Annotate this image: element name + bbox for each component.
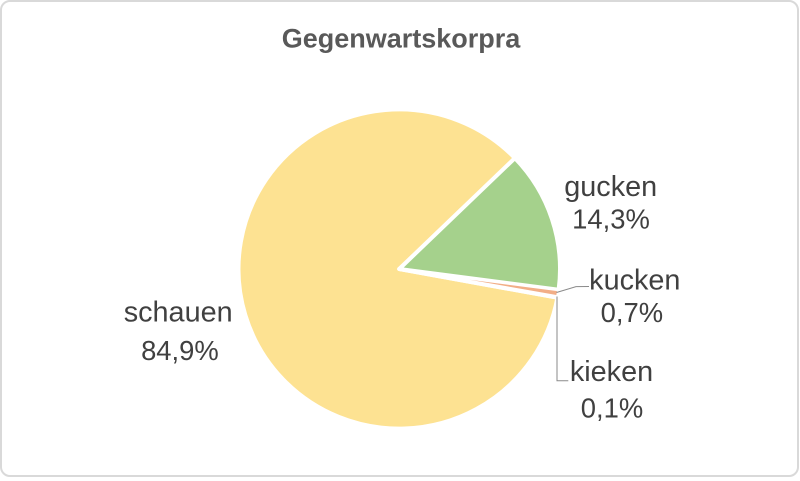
svg-text:gucken: gucken [564,171,657,203]
svg-text:0,7%: 0,7% [601,297,663,328]
svg-text:schauen: schauen [124,297,233,329]
svg-text:kucken: kucken [589,265,680,297]
svg-text:0,1%: 0,1% [581,393,643,424]
svg-text:Gegenwartskorpra: Gegenwartskorpra [282,24,522,54]
svg-text:84,9%: 84,9% [141,335,219,366]
svg-text:kieken: kieken [570,356,653,388]
svg-text:14,3%: 14,3% [572,204,650,235]
